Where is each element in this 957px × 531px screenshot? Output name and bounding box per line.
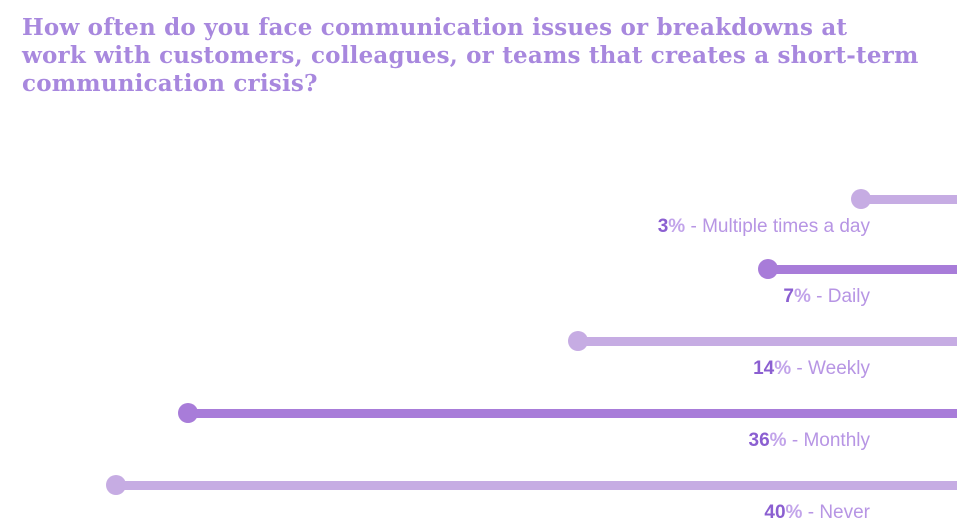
bar-category: Weekly	[808, 358, 870, 379]
bar-dot	[758, 259, 778, 279]
bar-value: 36	[748, 430, 770, 451]
percent-sign: %	[668, 216, 686, 237]
chart-title-line: communication crisis?	[22, 70, 318, 97]
percent-sign: %	[774, 358, 792, 379]
bar-label: 40% - Never	[764, 502, 870, 524]
bar-line	[768, 265, 957, 274]
percent-sign: %	[785, 502, 803, 523]
label-separator: -	[685, 216, 703, 237]
percent-sign: %	[793, 286, 811, 307]
label-separator: -	[791, 358, 809, 379]
label-separator: -	[810, 286, 828, 307]
bar-dot	[851, 189, 871, 209]
chart-title-line: work with customers, colleagues, or team…	[22, 42, 919, 69]
bar-value: 14	[753, 358, 775, 379]
bar-dot	[568, 331, 588, 351]
bar-category: Daily	[827, 286, 870, 307]
bar-category: Never	[819, 502, 870, 523]
bar-dot	[178, 403, 198, 423]
bar-dot	[106, 475, 126, 495]
bar-label: 7% - Daily	[783, 286, 870, 308]
bar-value: 7	[783, 286, 794, 307]
bar-category: Monthly	[803, 430, 870, 451]
bar-line	[188, 409, 957, 418]
label-separator: -	[802, 502, 820, 523]
bar-line	[861, 195, 957, 204]
bar-line	[578, 337, 957, 346]
bar-value: 40	[764, 502, 786, 523]
chart-title: How often do you face communication issu…	[22, 14, 919, 98]
label-separator: -	[786, 430, 804, 451]
bar-label: 3% - Multiple times a day	[658, 216, 870, 238]
bar-line	[116, 481, 957, 490]
bar-label: 36% - Monthly	[749, 430, 870, 452]
bar-value: 3	[657, 216, 669, 237]
bar-label: 14% - Weekly	[753, 358, 870, 380]
bar-category: Multiple times a day	[702, 216, 870, 237]
percent-sign: %	[769, 430, 787, 451]
chart-title-line: How often do you face communication issu…	[22, 14, 848, 41]
